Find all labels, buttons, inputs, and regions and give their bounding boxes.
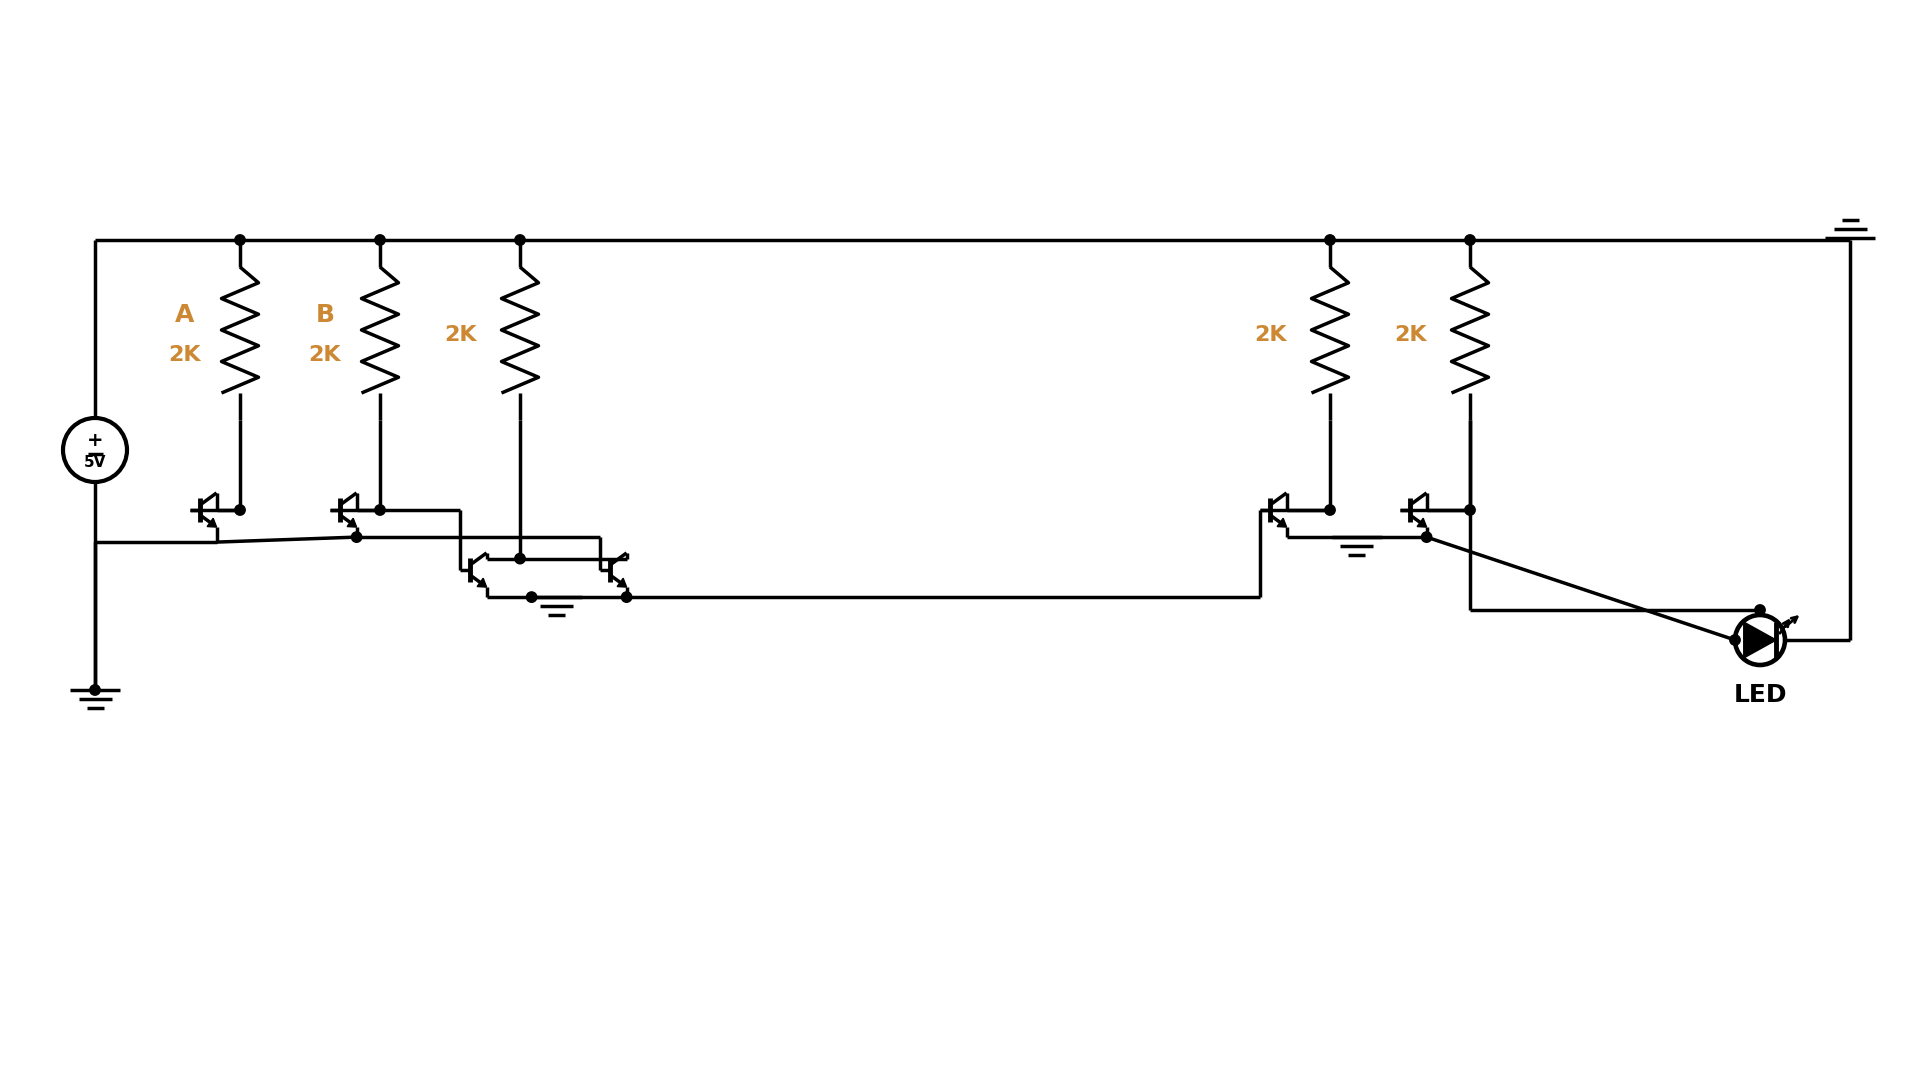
Circle shape [1730, 635, 1740, 645]
Circle shape [526, 592, 538, 603]
Circle shape [234, 504, 246, 515]
Text: 5V: 5V [84, 455, 106, 470]
Text: 2K: 2K [1394, 325, 1427, 345]
Circle shape [351, 531, 361, 542]
Polygon shape [616, 578, 626, 588]
Polygon shape [1417, 518, 1427, 527]
Circle shape [1325, 504, 1334, 515]
Circle shape [1465, 504, 1475, 515]
Circle shape [90, 685, 100, 696]
Circle shape [515, 553, 526, 564]
Polygon shape [1743, 622, 1776, 658]
Text: B: B [315, 303, 334, 327]
Circle shape [1325, 234, 1334, 245]
Text: LED: LED [1734, 683, 1788, 707]
Circle shape [1465, 234, 1475, 245]
Circle shape [1421, 531, 1432, 542]
Circle shape [234, 234, 246, 245]
Text: +: + [86, 431, 104, 450]
Text: 2K: 2K [169, 345, 202, 365]
Circle shape [374, 504, 386, 515]
Polygon shape [1277, 518, 1286, 527]
Text: 2K: 2K [1254, 325, 1286, 345]
Polygon shape [348, 518, 357, 527]
Text: A: A [175, 303, 194, 327]
Text: 2K: 2K [309, 345, 342, 365]
Circle shape [515, 234, 526, 245]
Polygon shape [207, 518, 217, 527]
Circle shape [622, 592, 632, 603]
Polygon shape [478, 578, 486, 588]
Circle shape [1755, 605, 1764, 616]
Circle shape [374, 234, 386, 245]
Text: 2K: 2K [444, 325, 476, 345]
